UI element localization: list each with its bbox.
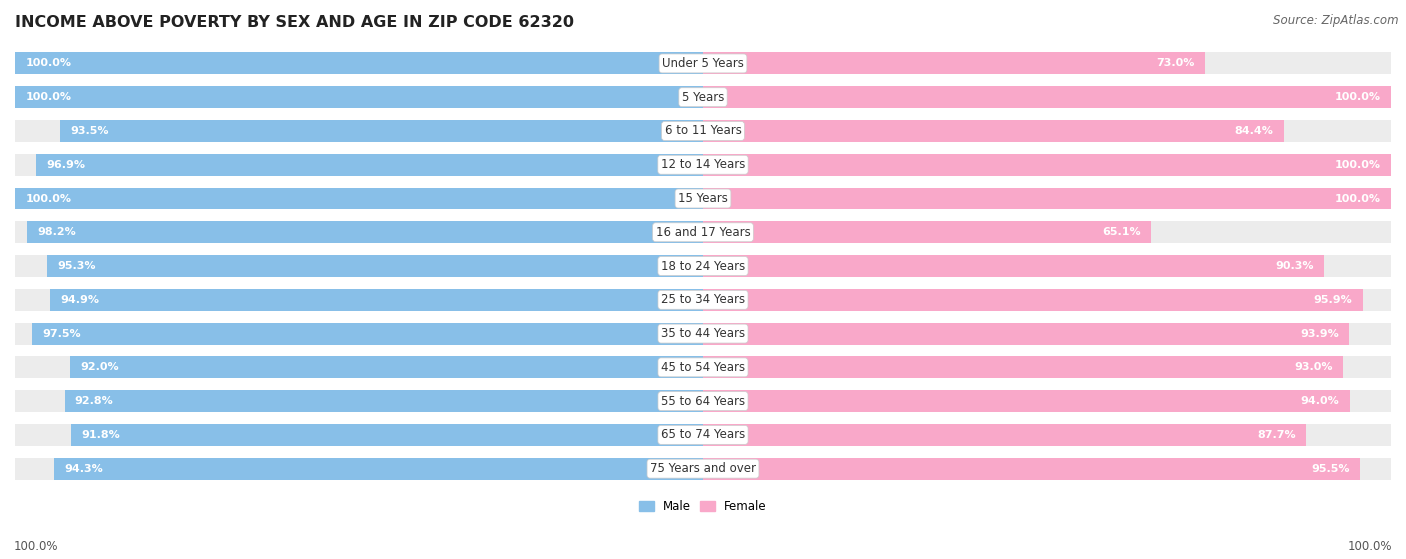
Text: 75 Years and over: 75 Years and over [650,462,756,475]
Bar [703,53,1391,74]
Bar [703,53,1205,74]
Text: 5 Years: 5 Years [682,91,724,104]
Text: 100.0%: 100.0% [1334,193,1381,203]
Bar [703,187,1391,210]
Bar [27,221,703,243]
Bar [70,357,703,378]
Bar [703,323,1391,344]
Bar [703,154,1391,176]
Bar [15,53,703,74]
Text: 95.9%: 95.9% [1313,295,1353,305]
Text: 90.3%: 90.3% [1275,261,1315,271]
Bar [55,458,703,480]
Bar [37,154,703,176]
Text: 45 to 54 Years: 45 to 54 Years [661,361,745,374]
Text: Source: ZipAtlas.com: Source: ZipAtlas.com [1274,14,1399,27]
Bar [65,390,703,412]
Bar [15,424,703,446]
Bar [703,154,1391,176]
Text: 95.5%: 95.5% [1312,463,1350,473]
Text: 97.5%: 97.5% [42,329,82,339]
Bar [703,424,1391,446]
Text: INCOME ABOVE POVERTY BY SEX AND AGE IN ZIP CODE 62320: INCOME ABOVE POVERTY BY SEX AND AGE IN Z… [15,15,574,30]
Bar [703,221,1391,243]
Text: 65 to 74 Years: 65 to 74 Years [661,428,745,442]
Text: 94.0%: 94.0% [1301,396,1340,406]
Text: Under 5 Years: Under 5 Years [662,57,744,70]
Bar [15,86,703,108]
Text: 93.9%: 93.9% [1301,329,1339,339]
Text: 100.0%: 100.0% [1334,160,1381,170]
Bar [15,154,703,176]
Text: 94.3%: 94.3% [65,463,103,473]
Bar [15,458,703,480]
Text: 94.9%: 94.9% [60,295,100,305]
Bar [703,86,1391,108]
Bar [15,86,703,108]
Text: 100.0%: 100.0% [25,59,72,68]
Text: 87.7%: 87.7% [1257,430,1296,440]
Bar [15,53,703,74]
Bar [59,120,703,142]
Bar [15,221,703,243]
Bar [15,255,703,277]
Text: 15 Years: 15 Years [678,192,728,205]
Text: 35 to 44 Years: 35 to 44 Years [661,327,745,340]
Text: 18 to 24 Years: 18 to 24 Years [661,259,745,273]
Text: 92.0%: 92.0% [80,362,120,372]
Bar [703,255,1324,277]
Text: 12 to 14 Years: 12 to 14 Years [661,158,745,171]
Text: 100.0%: 100.0% [1347,541,1392,553]
Text: 100.0%: 100.0% [1334,92,1381,102]
Bar [32,323,703,344]
Text: 95.3%: 95.3% [58,261,96,271]
Text: 92.8%: 92.8% [75,396,114,406]
Bar [703,255,1391,277]
Text: 73.0%: 73.0% [1157,59,1195,68]
Bar [703,86,1391,108]
Text: 100.0%: 100.0% [25,92,72,102]
Text: 25 to 34 Years: 25 to 34 Years [661,293,745,306]
Bar [15,390,703,412]
Bar [703,357,1391,378]
Text: 93.5%: 93.5% [70,126,108,136]
Text: 55 to 64 Years: 55 to 64 Years [661,395,745,408]
Bar [703,390,1350,412]
Legend: Male, Female: Male, Female [634,495,772,518]
Text: 98.2%: 98.2% [38,228,76,237]
Text: 96.9%: 96.9% [46,160,86,170]
Bar [15,289,703,311]
Bar [703,289,1391,311]
Bar [703,120,1284,142]
Bar [703,458,1360,480]
Text: 65.1%: 65.1% [1102,228,1140,237]
Bar [15,187,703,210]
Bar [703,424,1306,446]
Text: 91.8%: 91.8% [82,430,121,440]
Bar [48,255,703,277]
Bar [703,221,1152,243]
Bar [703,323,1348,344]
Bar [15,357,703,378]
Bar [703,289,1362,311]
Bar [72,424,703,446]
Bar [703,187,1391,210]
Text: 16 and 17 Years: 16 and 17 Years [655,226,751,239]
Text: 100.0%: 100.0% [25,193,72,203]
Bar [703,390,1391,412]
Text: 100.0%: 100.0% [14,541,59,553]
Bar [703,357,1343,378]
Bar [703,120,1391,142]
Bar [15,323,703,344]
Text: 93.0%: 93.0% [1294,362,1333,372]
Bar [51,289,703,311]
Bar [15,187,703,210]
Bar [15,120,703,142]
Text: 6 to 11 Years: 6 to 11 Years [665,125,741,138]
Bar [703,458,1391,480]
Text: 84.4%: 84.4% [1234,126,1274,136]
